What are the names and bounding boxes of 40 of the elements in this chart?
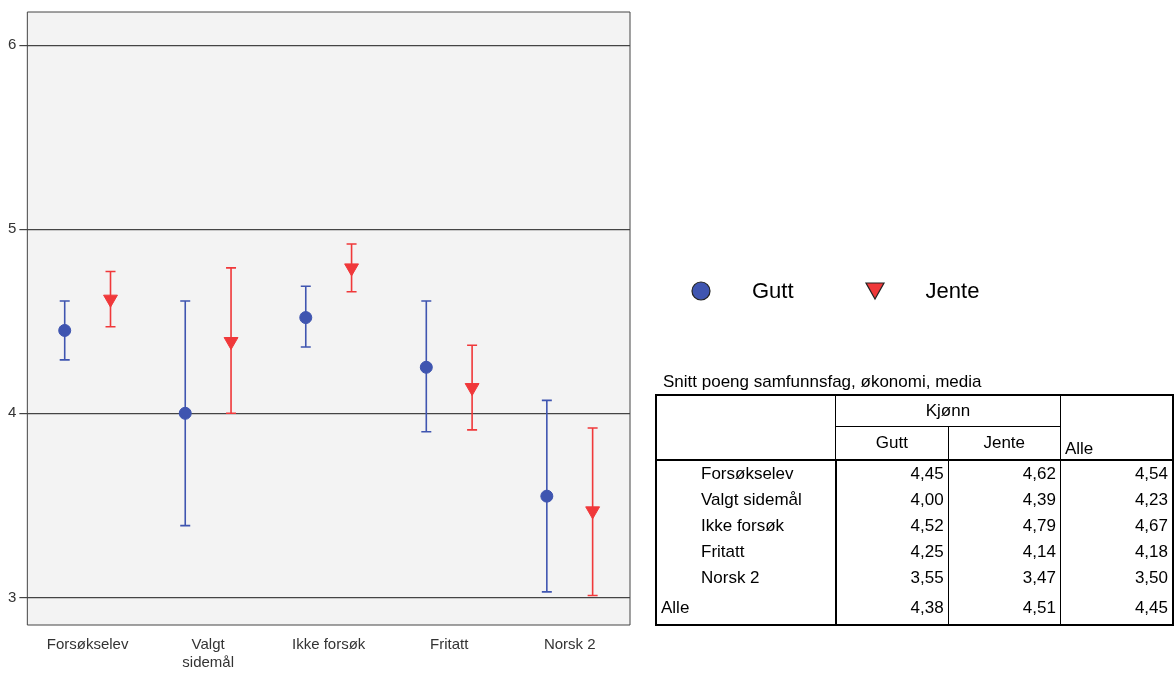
data-label: 4,79	[948, 513, 1061, 539]
data-label: 4,54	[1133, 463, 1169, 485]
legend-title: Kjønn	[835, 395, 1061, 427]
x-tick-label: Norsk 2	[543, 635, 596, 653]
category-label: Fritatt	[656, 539, 836, 565]
y-tick-label: 3	[8, 587, 17, 605]
x-tick-label: Ikke forsøk	[291, 635, 366, 653]
y-tick-label: 6	[8, 35, 17, 53]
text: Snitt poeng samfunnsfag, økonomi, media	[663, 372, 983, 392]
data-label: 4,18	[1133, 541, 1169, 563]
legend-label: Jente	[925, 278, 980, 304]
legend-label: Gutt	[752, 278, 794, 304]
data-label: 3,55	[835, 565, 949, 592]
category-label: Ikke forsøk	[656, 513, 836, 539]
x-tick-label: Valgt sidemål	[182, 635, 234, 671]
data-label: 4,00	[835, 487, 949, 513]
x-tick-label: Fritatt	[430, 635, 470, 653]
text: Jente	[948, 426, 1061, 460]
data-label: 4,23	[1133, 489, 1169, 511]
category-label: Valgt sidemål	[656, 487, 836, 513]
data-label: 4,14	[948, 539, 1061, 565]
data-label: 4,45	[835, 460, 949, 487]
data-label: 3,50	[1133, 567, 1169, 590]
category-label: Forsøkselev	[656, 460, 836, 487]
category-label: Alle	[656, 591, 836, 625]
y-tick-label: 4	[8, 403, 17, 421]
data-label: 4,39	[948, 487, 1061, 513]
y-tick-label: 5	[8, 219, 17, 237]
text: Gutt	[835, 426, 949, 460]
data-label: 4,62	[948, 460, 1061, 487]
data-label: 4,25	[835, 539, 949, 565]
data-label: 3,47	[948, 565, 1061, 592]
x-tick-label: Forsøkselev	[46, 635, 129, 653]
text: Alle	[1060, 395, 1173, 460]
data-label: 4,45	[1133, 596, 1169, 619]
data-label: 4,38	[835, 591, 949, 625]
data-label: 4,67	[1133, 515, 1169, 537]
data-label: 4,51	[948, 591, 1061, 625]
category-label: Norsk 2	[656, 565, 836, 592]
data-label: 4,52	[835, 513, 949, 539]
